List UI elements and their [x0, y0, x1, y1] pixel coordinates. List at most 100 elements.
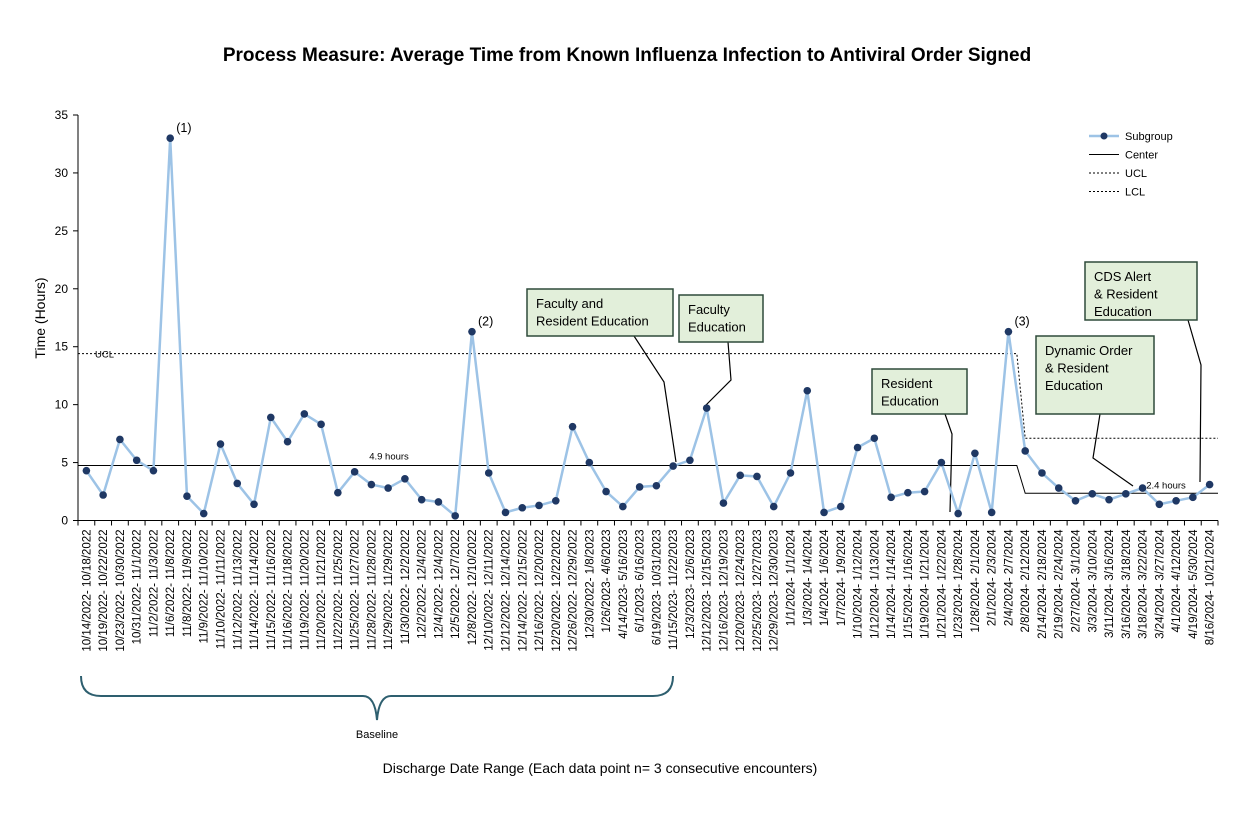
x-tick-label: 1/12/2024- 1/13/2024: [869, 529, 881, 639]
callout-text: Resident: [881, 376, 933, 391]
x-tick-label: 1/7/2024- 1/9/2024: [836, 529, 848, 626]
x-tick-label: 11/20/2022- 11/21/2022: [316, 530, 328, 650]
callout-box: [871, 368, 968, 415]
x-tick-label: 2/8/2024- 2/12/2024: [1020, 529, 1032, 633]
data-point: [250, 500, 258, 509]
callout-leader: [944, 413, 953, 513]
x-tick-label: 3/3/2024- 3/10/2024: [1087, 529, 1099, 633]
legend-label: LCL: [1125, 187, 1145, 199]
data-point: [1004, 327, 1013, 336]
data-point: [820, 508, 828, 517]
callout-box: [1084, 261, 1198, 321]
data-point: [853, 443, 862, 452]
data-point: [283, 437, 292, 446]
data-point: [183, 492, 191, 500]
x-axis-label: Discharge Date Range (Each data point n=…: [383, 760, 818, 776]
x-tick-label: 8/16/2024- 10/21/2024: [1205, 529, 1217, 645]
x-tick-label: 11/25/2022- 11/27/2022: [350, 530, 362, 650]
legend-label: Subgroup: [1125, 131, 1173, 143]
data-point: [904, 488, 912, 497]
x-tick-label: 12/20/2022- 12/22/2022: [551, 530, 563, 652]
x-tick-label: 1/10/2024- 1/12/2024: [853, 529, 865, 639]
x-tick-label: 2/14/2024- 2/18/2024: [1037, 529, 1049, 639]
callout-leader: [633, 335, 677, 463]
callout-text: Education: [1045, 378, 1103, 393]
x-tick-label: 2/1/2024- 2/3/2024: [987, 529, 999, 626]
x-tick-label: 4/19/2024- 5/30/2024: [1188, 529, 1200, 639]
data-point: [652, 481, 661, 490]
callout-text: Faculty: [688, 302, 730, 317]
y-tick-label: 20: [55, 282, 69, 296]
x-tick-label: 10/19/2022- 10/22/2022: [98, 530, 110, 652]
x-tick-label: 12/25/2023- 12/27/2023: [752, 530, 764, 652]
x-tick-label: 11/29/2022- 11/29/2022: [383, 530, 395, 650]
data-point: [568, 422, 577, 431]
data-point: [334, 488, 342, 497]
x-tick-label: 1/4/2024- 1/6/2024: [819, 529, 831, 626]
x-tick-label: 12/16/2022- 12/20/2022: [534, 530, 546, 652]
x-tick-label: 4/1/2024- 4/12/2024: [1171, 529, 1183, 633]
data-point: [266, 413, 275, 422]
x-tick-label: 12/5/2022- 12/7/2022: [450, 530, 462, 639]
x-tick-label: 12/30/2022- 1/8/2023: [584, 530, 596, 639]
x-tick-label: 10/14/2022- 10/18/2022: [81, 530, 93, 652]
x-tick-label: 12/14/2022- 12/15/2022: [517, 530, 529, 652]
data-point: [451, 512, 460, 520]
data-point: [769, 502, 778, 511]
subgroup-series: (1) (2) (3): [82, 121, 1214, 520]
y-tick-label: 5: [61, 456, 68, 470]
callout-text: Faculty and: [536, 296, 603, 311]
x-tick-label: 1/19/2024- 1/21/2024: [920, 529, 932, 639]
data-point: [350, 468, 359, 476]
x-tick-label: 2/4/2024- 2/7/2024: [1003, 529, 1015, 626]
x-tick-label: 1/15/2024- 1/16/2024: [903, 529, 915, 639]
data-point: [1172, 497, 1180, 505]
data-point: [518, 503, 527, 512]
data-point: [1105, 495, 1113, 504]
x-tick-label: 11/6/2022- 11/8/2022: [165, 530, 177, 638]
data-point: [367, 480, 376, 489]
callout-text: CDS Alert: [1094, 269, 1151, 284]
y-axis-label: Time (Hours): [32, 277, 48, 358]
x-tick-label: 1/1/2024- 1/1/2024: [786, 529, 798, 626]
data-point: [1038, 469, 1046, 477]
callout-text: & Resident: [1094, 287, 1158, 302]
data-point: [719, 499, 728, 507]
y-tick-label: 30: [55, 166, 69, 180]
callout-text: Education: [881, 394, 939, 409]
x-tick-label: 6/1/2023- 6/16/2023: [635, 530, 647, 633]
brace-shape: [80, 675, 674, 721]
callout-text: Education: [1094, 304, 1152, 319]
legend: Subgroup Center UCL LCL: [1089, 131, 1173, 199]
data-point: [702, 404, 711, 412]
ucl-line: [78, 353, 1218, 439]
x-tick-label: 12/16/2023- 12/19/2023: [718, 530, 730, 652]
point-annotation: (1): [176, 121, 191, 135]
data-point: [619, 502, 627, 511]
data-point: [99, 491, 107, 499]
x-tick-label: 1/21/2024- 1/22/2024: [936, 529, 948, 639]
callout-box: [1035, 335, 1155, 415]
callout-box: [526, 288, 674, 337]
data-point: [484, 469, 493, 477]
data-point: [803, 386, 812, 395]
y-tick-label: 0: [61, 514, 68, 528]
callout-leader: [1092, 413, 1134, 487]
x-tick-label: 11/15/2022- 11/16/2022: [266, 530, 278, 650]
baseline-brace: Baseline: [80, 675, 674, 741]
x-tick-label: 12/20/2023- 12/24/2023: [735, 530, 747, 652]
data-point: [836, 502, 845, 511]
callout-text: Education: [688, 320, 746, 335]
callout-text: Dynamic Order: [1045, 343, 1133, 358]
data-point: [753, 472, 761, 481]
data-point: [233, 479, 242, 488]
data-point: [1155, 500, 1164, 509]
data-point: [1189, 493, 1197, 502]
x-tick-label: 12/4/2022- 12/4/2022: [433, 530, 445, 639]
x-tick-label: 10/31/2022- 11/1/2022: [132, 530, 144, 645]
y-tick-label: 35: [55, 108, 69, 122]
chart-title: Process Measure: Average Time from Known…: [223, 45, 1031, 66]
x-tick-label: 10/23/2022- 10/30/2022: [115, 530, 127, 652]
data-point: [384, 484, 392, 492]
